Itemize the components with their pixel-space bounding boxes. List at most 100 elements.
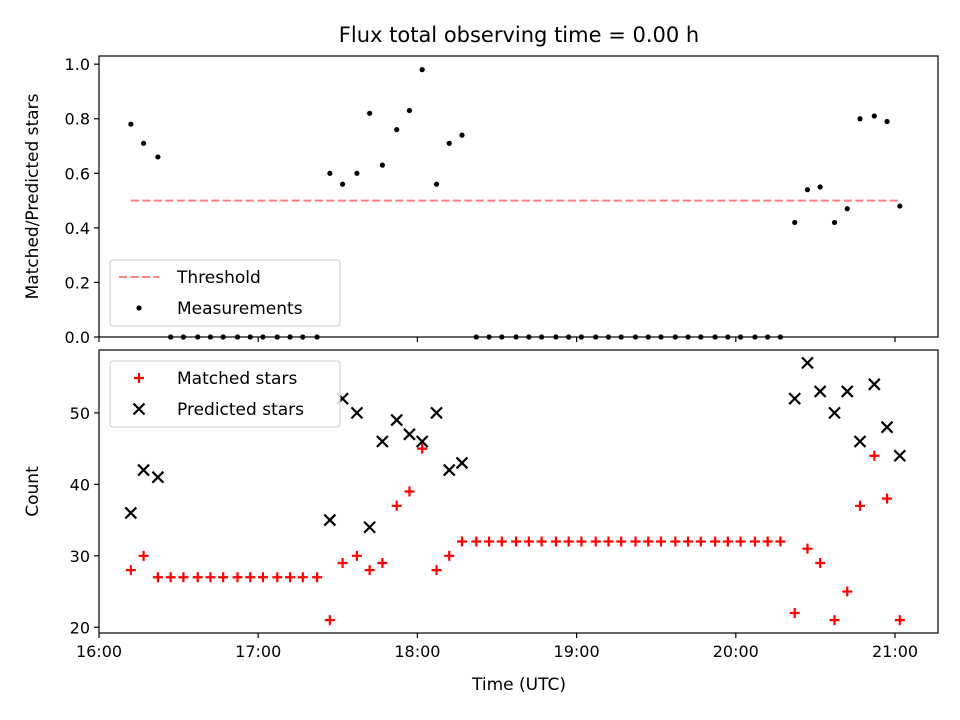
data-point [245,572,256,583]
data-point [168,334,174,340]
data-point [854,500,865,511]
data-point [218,572,229,583]
data-point [683,536,694,547]
data-point [616,536,627,547]
data-point [220,334,226,340]
data-point [880,420,894,434]
data-point [828,406,841,420]
data-point [869,450,880,461]
data-point [550,536,561,547]
data-point [722,536,733,547]
data-point [364,565,375,576]
data-point [593,334,599,340]
data-point [685,334,691,340]
data-point [698,334,704,340]
data-point [511,536,522,547]
data-point [894,615,905,626]
data-point [234,334,241,340]
data-point [815,557,826,568]
x-axis-label: Time (UTC) [471,675,566,695]
data-point [140,140,147,146]
data-point [844,206,850,212]
data-point [831,219,838,226]
data-point [207,334,214,340]
data-point [484,536,495,547]
data-point [403,428,416,441]
data-point [538,334,545,340]
data-point [431,565,442,576]
data-point [354,170,360,176]
y-tick-label: 0.8 [65,110,90,129]
data-point [339,181,346,187]
x-tick-label: 17:00 [235,642,281,661]
data-point [840,385,854,398]
legend-label: Measurements [177,299,303,319]
data-point [737,334,744,340]
data-point [138,550,149,561]
data-point [415,435,429,448]
data-point [868,378,881,391]
data-point [124,506,138,520]
data-point [404,486,415,497]
data-point [137,463,150,477]
data-point [459,132,465,138]
data-point [526,334,532,340]
data-point [363,520,376,534]
data-point [178,572,189,583]
data-point [882,493,893,504]
legend-box [109,259,341,327]
data-point [287,334,293,340]
data-point [513,334,519,340]
figure-title: Flux total observing time = 0.00 h [339,23,699,47]
data-point [350,406,364,420]
data-point [417,443,428,454]
x-tick-label: 20:00 [713,642,759,661]
data-point [630,536,641,547]
data-point [419,67,425,73]
data-point [327,170,333,176]
data-point [725,334,731,340]
x-tick-label: 19:00 [554,642,600,661]
legend-box [109,360,341,428]
data-point [829,615,840,626]
data-point [433,181,440,187]
data-point [523,536,534,547]
data-point [857,116,863,122]
data-point [792,219,798,226]
data-point [205,572,216,583]
data-point [695,536,706,547]
legend-label: Threshold [176,268,261,288]
data-point [377,557,388,568]
data-point [195,334,201,340]
data-point [632,334,639,340]
data-point [735,536,746,547]
data-point [605,334,612,340]
data-point [391,500,402,511]
data-point [655,536,666,547]
data-point [180,334,186,340]
data-point [232,572,243,583]
y-tick-label: 1.0 [65,55,90,74]
legend-swatch [134,373,144,383]
data-point [406,107,413,114]
data-point [710,536,721,547]
data-point [314,334,320,340]
data-point [285,572,296,583]
data-point [496,536,507,547]
data-point [486,334,492,340]
data-point [813,385,827,398]
data-point [390,413,403,427]
legend-swatch [132,402,146,416]
y-tick-label: 0.4 [65,219,90,238]
data-point [775,536,786,547]
data-point [394,127,400,133]
data-point [165,572,176,583]
data-point [379,162,385,168]
data-point [272,572,283,583]
data-point [257,572,268,583]
data-point [536,536,547,547]
y-tick-label: 20 [70,618,90,637]
data-point [442,463,456,477]
data-point [788,392,801,405]
